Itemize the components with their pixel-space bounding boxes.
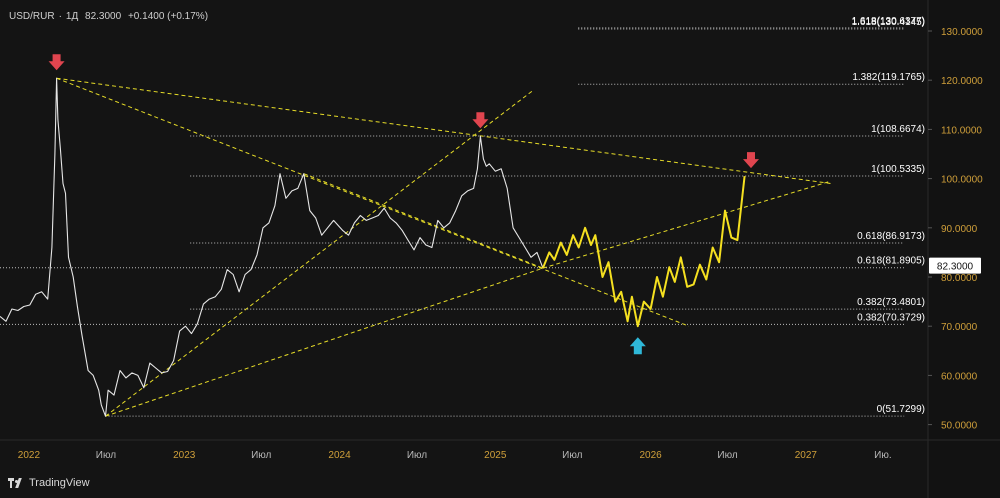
symbol-header: USD/RUR · 1Д 82.3000 +0.1400 (+0.17%) bbox=[9, 11, 209, 22]
symbol-name[interactable]: USD/RUR bbox=[9, 11, 55, 22]
price-tick-label: 60.0000 bbox=[941, 371, 978, 382]
trend-line bbox=[542, 180, 832, 269]
trend-line bbox=[56, 77, 690, 327]
plot-background bbox=[0, 0, 928, 498]
current-price-label: 82.3000 bbox=[937, 262, 974, 273]
timeframe-label[interactable]: 1Д bbox=[65, 11, 79, 22]
last-price: 82.3000 bbox=[85, 11, 122, 22]
time-tick-label: 2023 bbox=[173, 450, 196, 461]
fib-level-label: 0.382(73.4801) bbox=[857, 297, 925, 308]
current-price-badge bbox=[929, 257, 981, 274]
trend-line bbox=[303, 173, 544, 269]
price-tick-label: 100.0000 bbox=[941, 175, 983, 186]
time-tick-label: 2027 bbox=[795, 450, 818, 461]
fib-level-label: 1(108.6674) bbox=[871, 124, 925, 135]
fib-level-label: 0.618(81.8905) bbox=[857, 256, 925, 267]
fib-level-label: 1.382(119.1765) bbox=[852, 72, 925, 83]
price-axis-area bbox=[928, 0, 1000, 498]
fib-level-label: 0.618(86.9173) bbox=[857, 231, 925, 242]
time-tick-label: Июл bbox=[717, 450, 737, 461]
fib-level-label: 1.618(130.6377) bbox=[852, 16, 925, 27]
price-tick-label: 110.0000 bbox=[941, 125, 982, 136]
up-arrow-icon bbox=[629, 337, 646, 355]
tradingview-logo-icon bbox=[8, 478, 24, 488]
down-arrow-icon bbox=[48, 54, 65, 71]
fib-level-label: 0(51.7299) bbox=[877, 404, 925, 415]
time-tick-label: Июл bbox=[96, 450, 116, 461]
time-tick-label: 2025 bbox=[484, 450, 507, 461]
time-tick-label: 2022 bbox=[18, 450, 41, 461]
tradingview-footer[interactable]: TradingView bbox=[8, 475, 90, 491]
time-tick-label: Июл bbox=[407, 450, 427, 461]
time-tick-label: 2024 bbox=[328, 450, 351, 461]
price-tick-label: 80.0000 bbox=[941, 273, 978, 284]
price-tick-label: 50.0000 bbox=[941, 421, 978, 432]
trend-line bbox=[56, 77, 832, 185]
time-tick-label: Июл bbox=[251, 450, 271, 461]
price-tick-label: 130.0000 bbox=[941, 27, 983, 38]
price-tick-label: 90.0000 bbox=[941, 224, 978, 235]
price-tick-label: 70.0000 bbox=[941, 322, 978, 333]
time-tick-label: Ию. bbox=[874, 450, 891, 461]
time-tick-label: 2026 bbox=[639, 450, 662, 461]
time-tick-label: Июл bbox=[562, 450, 582, 461]
fib-level-label: 0.382(70.3729) bbox=[857, 312, 925, 323]
trend-line bbox=[105, 89, 534, 417]
fib-level-label: 1(100.5335) bbox=[871, 164, 925, 175]
down-arrow-icon bbox=[742, 152, 759, 169]
tradingview-brand: TradingView bbox=[29, 477, 90, 489]
down-arrow-icon bbox=[472, 112, 489, 129]
projection-line bbox=[541, 175, 746, 328]
price-change: +0.1400 (+0.17%) bbox=[127, 11, 209, 22]
price-tick-label: 120.0000 bbox=[941, 76, 983, 87]
price-line bbox=[0, 77, 544, 417]
fib-level-label: 1.618(130.4145) bbox=[852, 17, 925, 28]
